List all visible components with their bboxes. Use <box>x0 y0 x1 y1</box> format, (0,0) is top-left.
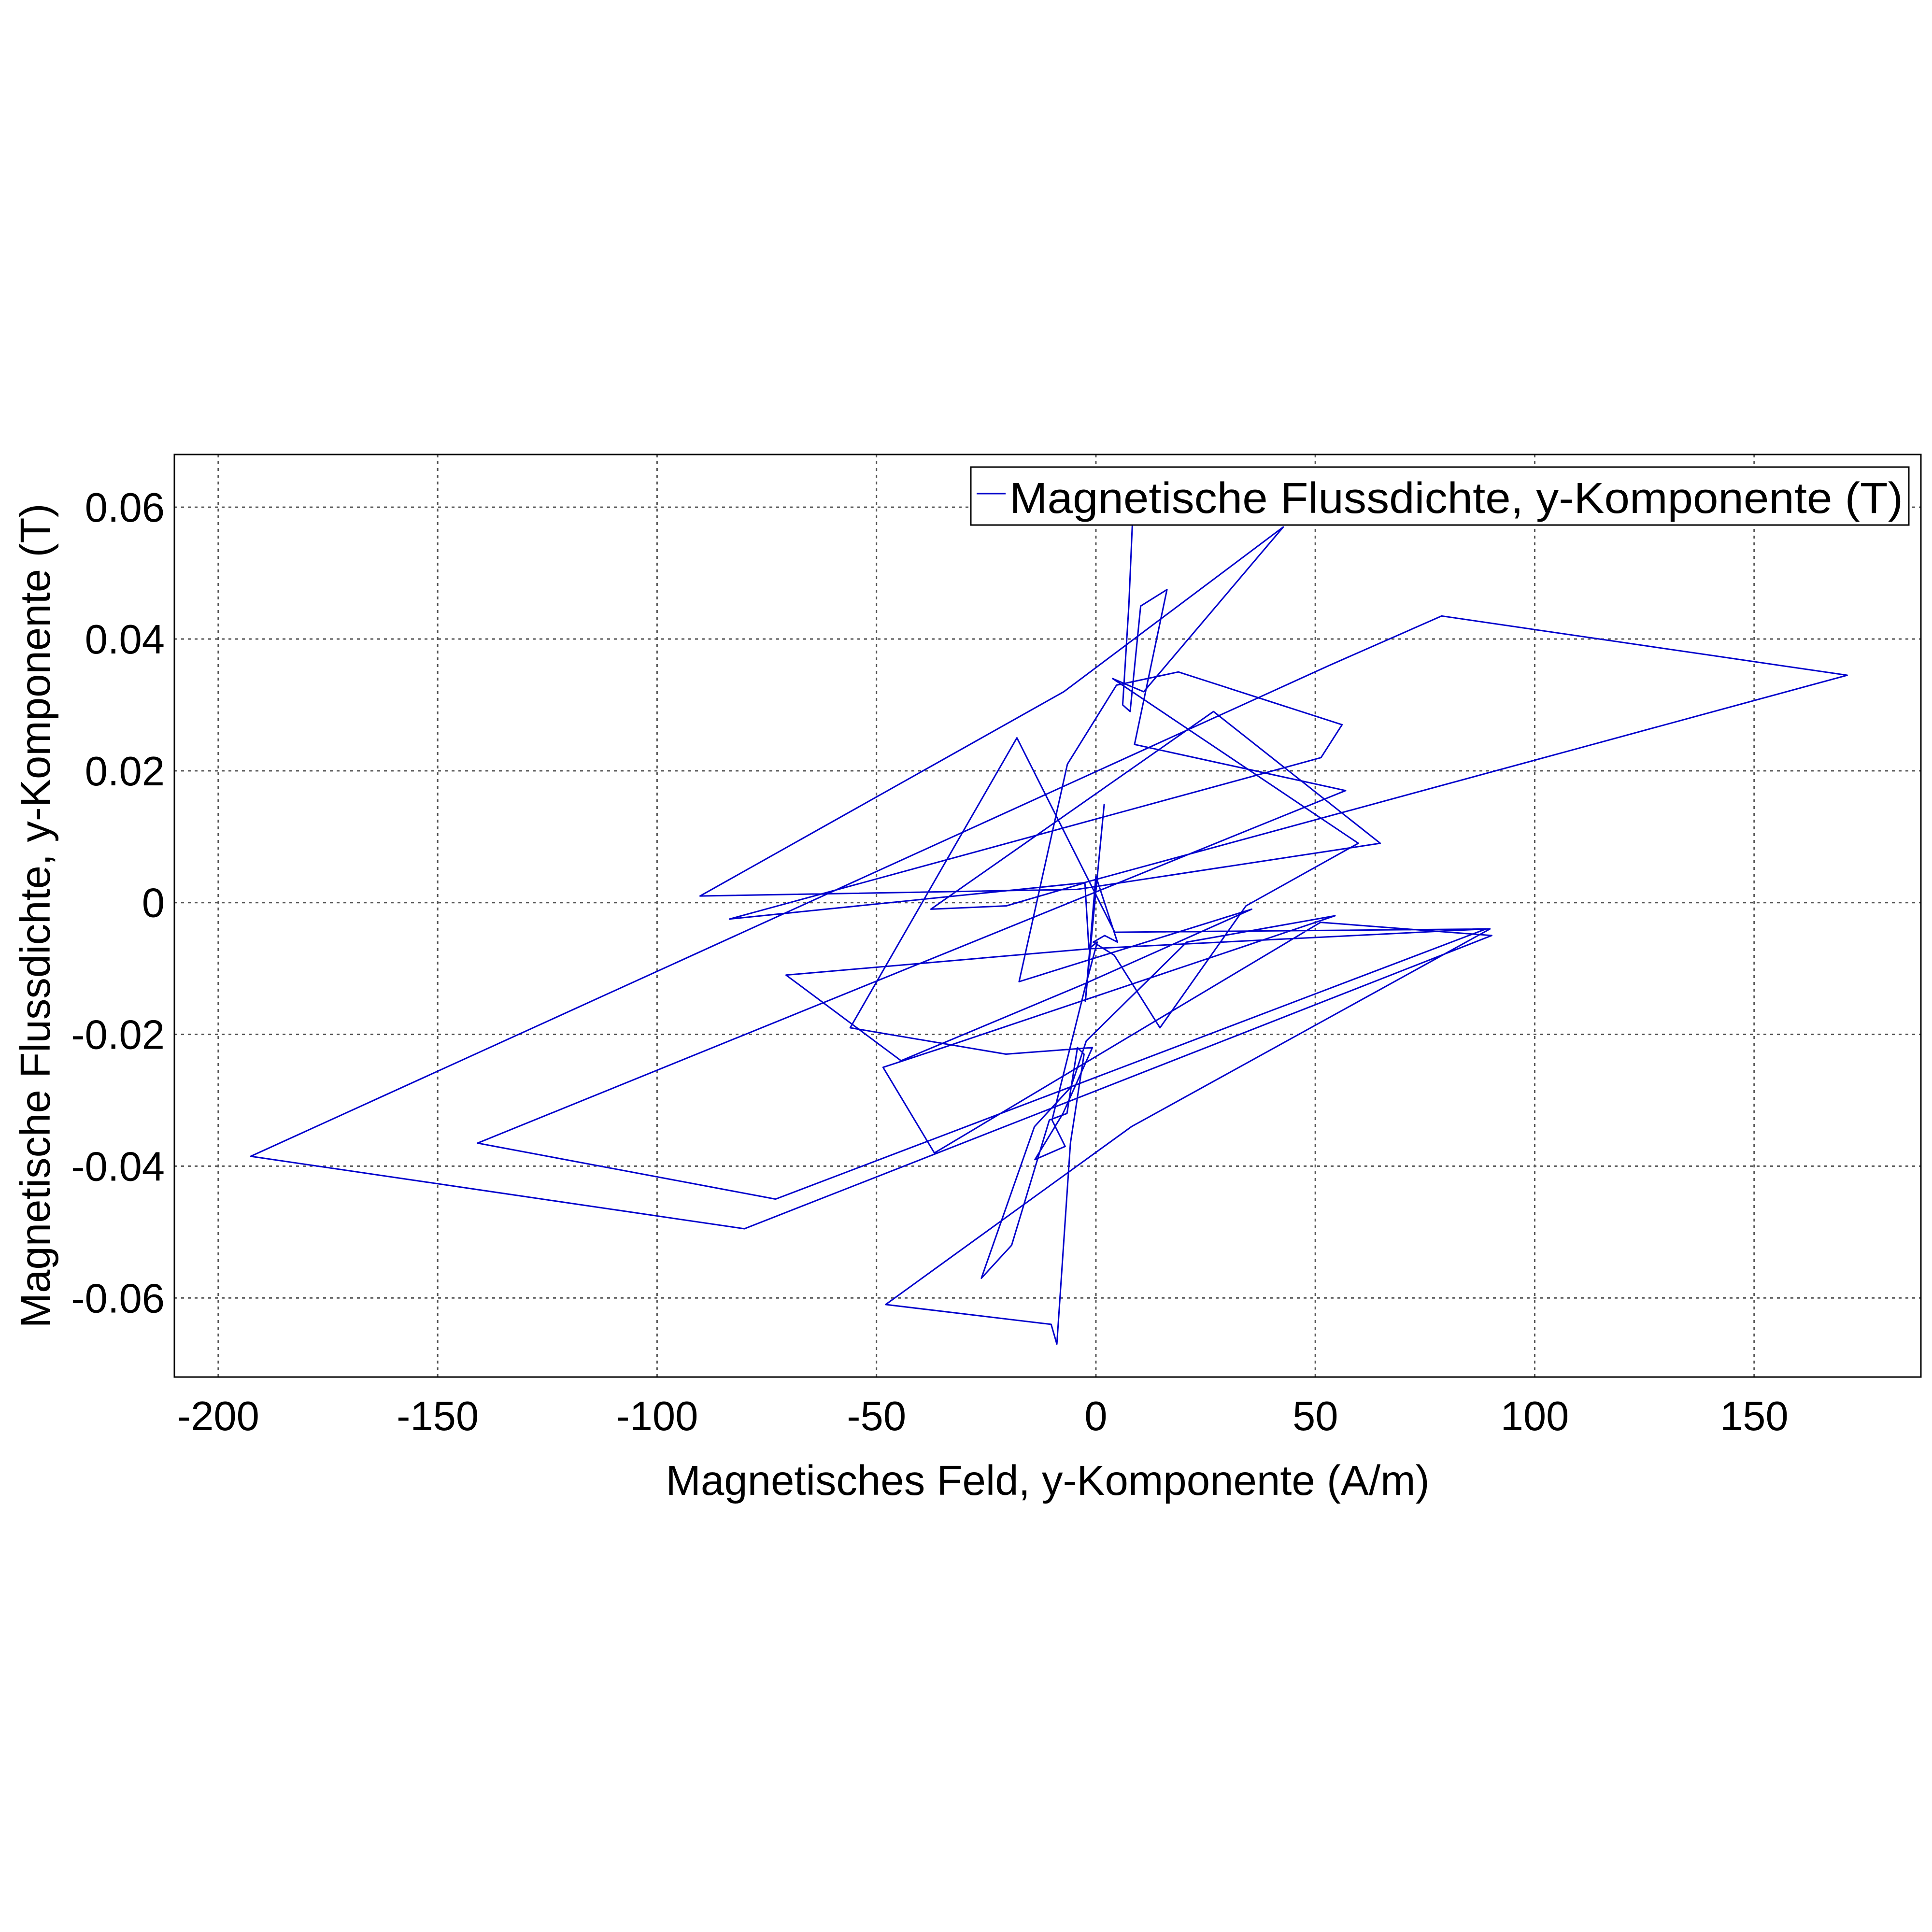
x-tick-label: -200 <box>177 1393 259 1439</box>
y-axis-title: Magnetische Flussdichte, y-Komponente (T… <box>12 504 59 1328</box>
x-tick-label: -150 <box>397 1393 479 1439</box>
series-layer <box>250 486 1848 1345</box>
x-tick-label: 150 <box>1720 1393 1789 1439</box>
y-tick-label: -0.02 <box>71 1012 165 1058</box>
x-tick-label: 0 <box>1084 1393 1107 1439</box>
y-tick-label: 0.02 <box>85 749 165 795</box>
x-tick-label: 100 <box>1501 1393 1569 1439</box>
x-grid-lines <box>217 455 1755 1377</box>
x-tick-label: -100 <box>616 1393 698 1439</box>
y-grid-lines <box>174 506 1921 1299</box>
y-tick-label: -0.04 <box>71 1144 165 1190</box>
legend: Magnetische Flussdichte, y-Komponente (T… <box>970 466 1910 526</box>
x-tick-label: -50 <box>847 1393 906 1439</box>
x-axis-title: Magnetisches Feld, y-Komponente (A/m) <box>666 1457 1429 1504</box>
y-tick-label: -0.06 <box>71 1276 165 1321</box>
legend-box <box>970 466 1910 526</box>
series-line <box>250 486 1848 1345</box>
y-tick-label: 0.04 <box>85 617 165 663</box>
x-tick-labels: -200 -150 -100 -50 0 50 100 150 <box>177 1393 1789 1439</box>
legend-entry-label: Magnetische Flussdichte, y-Komponente (T… <box>1009 474 1903 523</box>
x-tick-label: 50 <box>1293 1393 1338 1439</box>
y-tick-labels: -0.06 -0.04 -0.02 0 0.02 0.04 0.06 <box>71 485 165 1321</box>
plot-frame <box>173 454 1922 1378</box>
y-tick-label: 0.06 <box>85 485 165 531</box>
y-tick-label: 0 <box>142 881 165 926</box>
